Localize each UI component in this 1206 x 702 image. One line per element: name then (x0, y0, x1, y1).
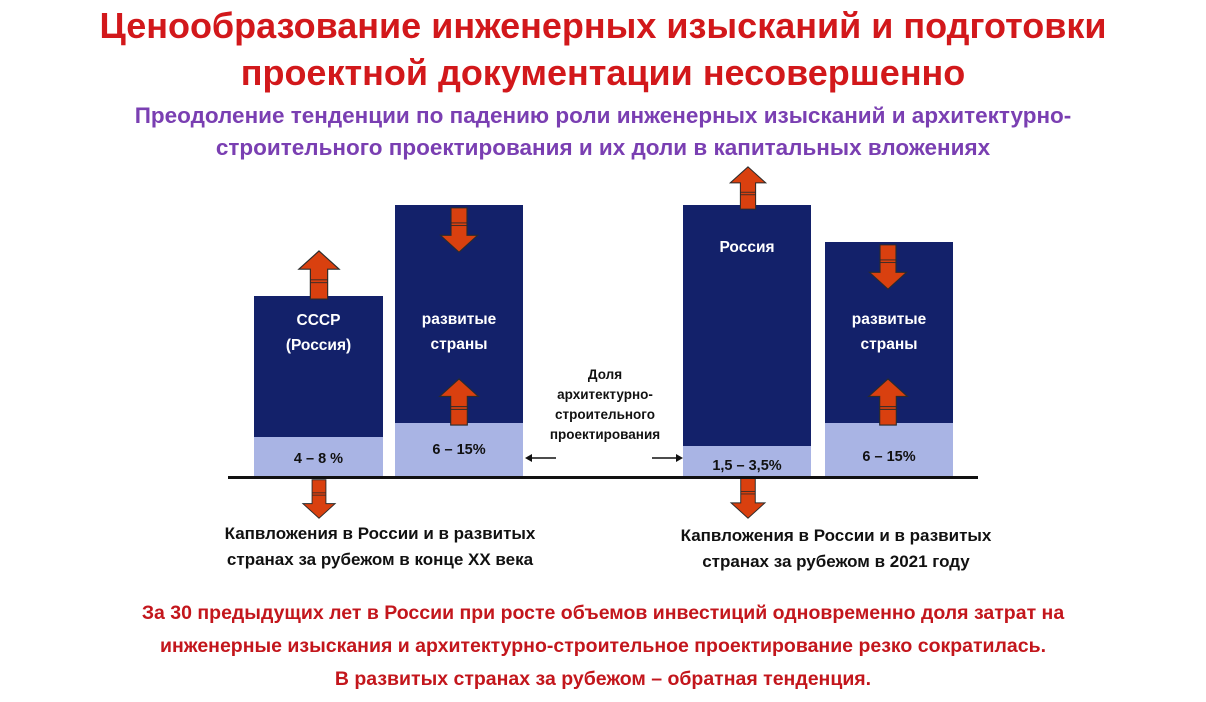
conclusion-line-3: В развитых странах за рубежом – обратная… (334, 668, 872, 690)
arrow-up-icon (437, 378, 481, 426)
baseline (228, 476, 978, 479)
bar-ussr-share: 4 – 8 % (254, 437, 383, 476)
caption-2021: Капвложения в России и в развитых страна… (628, 523, 1044, 575)
bar-russia-2021-share-label: 1,5 – 3,5% (712, 458, 782, 474)
bar-developed-2021-share-label: 6 – 15% (862, 449, 916, 465)
arrow-down-icon (866, 244, 910, 290)
arrow-down-icon (726, 477, 770, 519)
bar-ussr-share-label: 4 – 8 % (293, 451, 344, 467)
pointer-right-icon (652, 454, 683, 462)
bar-developed-2021-label-line-1: развитые (851, 311, 927, 328)
caption-2021-line-2: странах за рубежом в 2021 году (702, 552, 970, 571)
subtitle: Преодоление тенденции по падению роли ин… (0, 100, 1206, 164)
caption-xx-line-1: Капвложения в России и в развитых (224, 524, 536, 543)
bar-ussr: СССР (Россия) 4 – 8 % (254, 296, 383, 476)
bar-developed-2021-label: развитые страны (825, 307, 953, 357)
bar-developed-xx-label-line-2: страны (430, 336, 488, 353)
conclusion-line-1: За 30 предыдущих лет в России при росте … (141, 602, 1065, 624)
bar-developed-xx-label-line-1: развитые (421, 311, 497, 328)
bar-ussr-label: СССР (Россия) (254, 308, 383, 358)
conclusion-text: За 30 предыдущих лет в России при росте … (0, 597, 1206, 696)
title-line-2: проектной документации несовершенно (240, 52, 966, 93)
page-title: Ценообразование инженерных изысканий и п… (0, 2, 1206, 96)
bar-russia-2021-label: Россия (683, 235, 811, 260)
center-note: Доля архитектурно- строительного проекти… (527, 365, 683, 445)
bar-russia-2021-label-line-1: Россия (719, 239, 775, 256)
arrow-down-icon (297, 479, 341, 519)
bar-russia-2021-share: 1,5 – 3,5% (683, 446, 811, 476)
center-note-line-1: Доля (587, 367, 623, 382)
bar-developed-xx-label: развитые страны (395, 307, 523, 357)
bar-developed-2021-share: 6 – 15% (825, 423, 953, 476)
bar-russia-2021: Россия 1,5 – 3,5% (683, 205, 811, 476)
caption-xx-century: Капвложения в России и в развитых страна… (170, 521, 590, 573)
caption-2021-line-1: Капвложения в России и в развитых (680, 526, 992, 545)
center-note-line-4: проектирования (549, 427, 661, 442)
arrow-down-icon (437, 207, 481, 253)
arrow-up-icon (866, 378, 910, 426)
conclusion-line-2: инженерные изыскания и архитектурно-стро… (159, 635, 1047, 657)
subtitle-line-2: строительного проектирования и их доли в… (215, 135, 991, 160)
bar-ussr-label-line-1: СССР (296, 312, 341, 329)
center-note-line-2: архитектурно- (557, 387, 653, 402)
title-line-1: Ценообразование инженерных изысканий и п… (99, 5, 1107, 46)
caption-xx-line-2: странах за рубежом в конце XX века (226, 550, 534, 569)
center-note-line-3: строительного (555, 407, 655, 422)
bar-developed-xx-share-label: 6 – 15% (432, 442, 486, 458)
arrow-up-icon (726, 166, 770, 210)
bar-developed-xx-share: 6 – 15% (395, 423, 523, 476)
pointer-left-icon (525, 454, 556, 462)
bar-developed-2021-label-line-2: страны (860, 336, 918, 353)
subtitle-line-1: Преодоление тенденции по падению роли ин… (134, 103, 1072, 128)
arrow-up-icon (297, 250, 341, 300)
bar-ussr-label-line-2: (Россия) (285, 337, 352, 354)
